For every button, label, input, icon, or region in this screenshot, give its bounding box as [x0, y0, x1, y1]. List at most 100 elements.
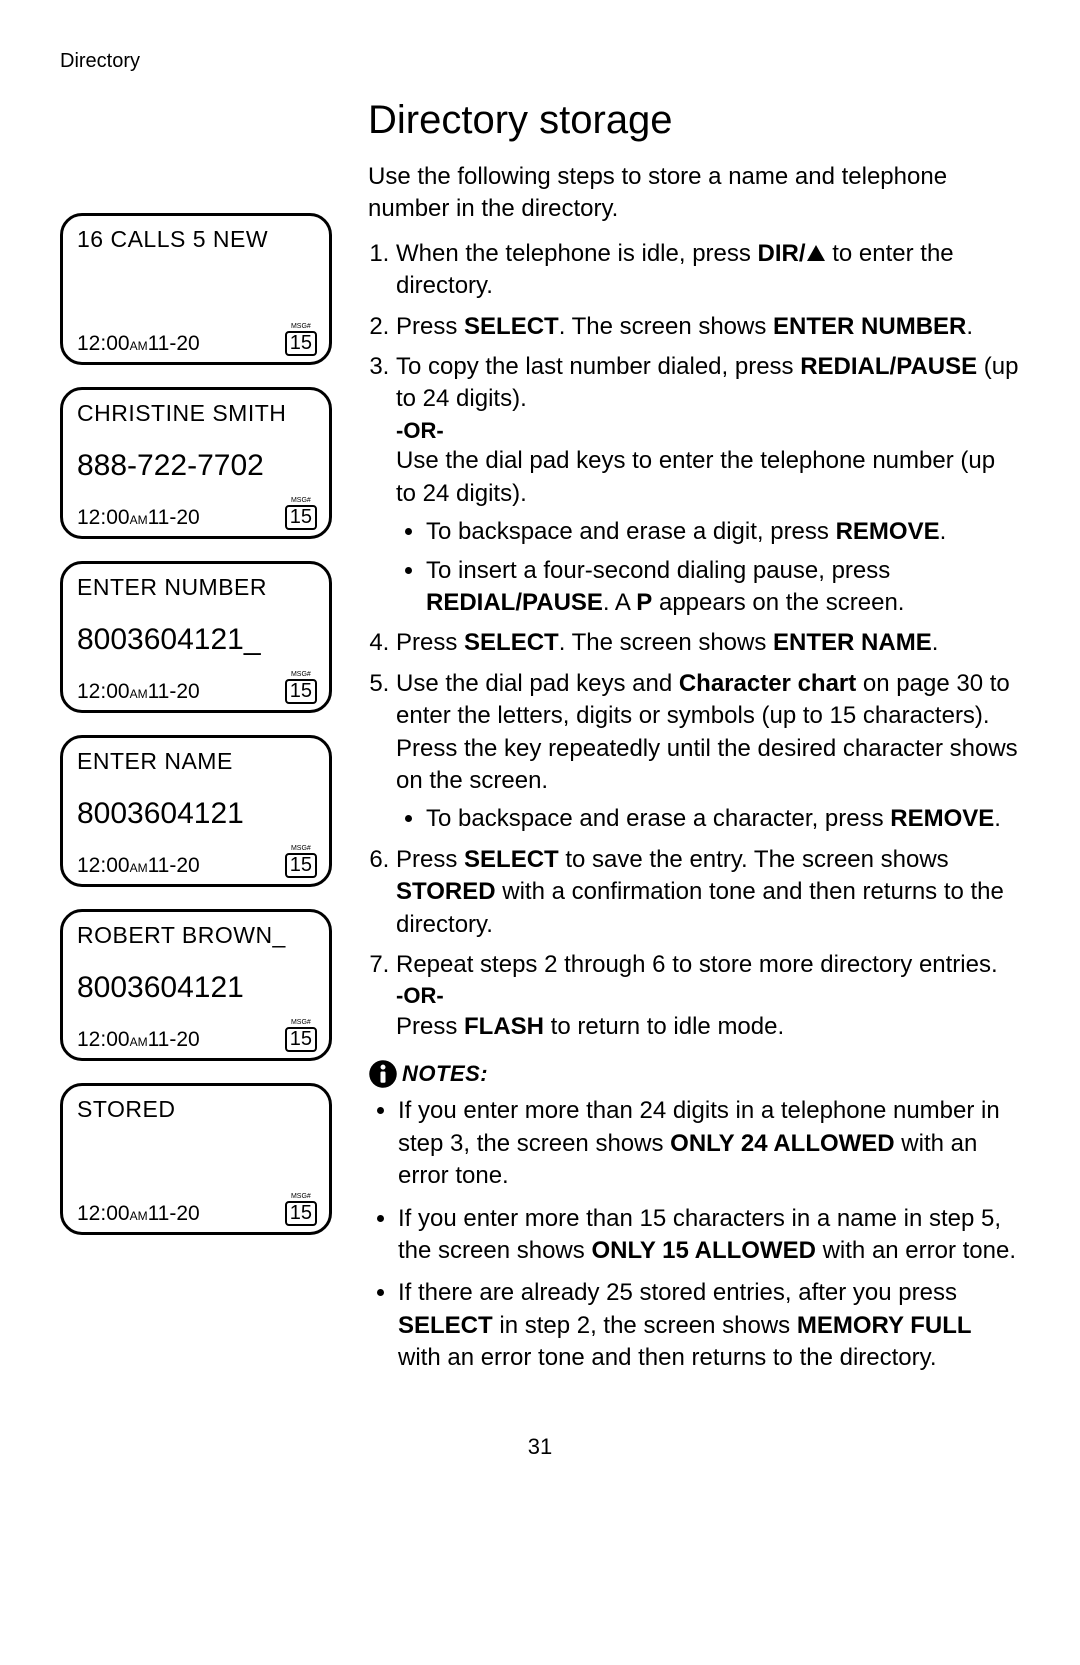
msg-indicator: MSG#15	[285, 331, 317, 356]
text: .	[966, 313, 973, 340]
text: Repeat steps 2 through 6 to store more d…	[396, 951, 998, 978]
phone-screen: ROBERT BROWN_ 8003604121 12:00AM11-20 MS…	[60, 909, 332, 1061]
key-redial: REDIAL	[426, 589, 515, 616]
sublist: To backspace and erase a digit, press RE…	[396, 516, 1020, 619]
phone-screen: ENTER NUMBER 8003604121_ 12:00AM11-20 MS…	[60, 561, 332, 713]
screen-line1: CHRISTINE SMITH	[77, 400, 317, 427]
text: Press	[396, 629, 464, 656]
section-header: Directory	[60, 50, 1020, 73]
key-select: SELECT	[464, 846, 559, 873]
msg-count: 15	[290, 333, 312, 353]
screen-time: 12:00	[77, 1202, 130, 1226]
screen-line1: ENTER NUMBER	[77, 574, 317, 601]
screen-ampm: AM	[130, 1209, 148, 1223]
sub-item: To backspace and erase a digit, press RE…	[426, 516, 1020, 548]
screen-time: 12:00	[77, 680, 130, 704]
screen-text: ENTER NAME	[773, 629, 932, 656]
text: If there are already 25 stored entries, …	[398, 1279, 957, 1306]
key-redial: REDIAL/PAUSE	[800, 353, 977, 380]
screen-date: 11-20	[148, 1202, 200, 1226]
screen-ampm: AM	[130, 339, 148, 353]
text: To insert a four-second dialing pause, p…	[426, 557, 890, 584]
screen-line1: STORED	[77, 1096, 317, 1123]
screen-status: 12:00AM11-20 MSG#15	[77, 679, 317, 704]
sublist: To backspace and erase a character, pres…	[396, 803, 1020, 835]
screen-time: 12:00	[77, 506, 130, 530]
text: When the telephone is idle, press	[396, 240, 758, 267]
text: .	[932, 629, 939, 656]
notes-list: If you enter more than 24 digits in a te…	[368, 1095, 1020, 1374]
screen-line1: ROBERT BROWN_	[77, 922, 317, 949]
sub-item: To backspace and erase a character, pres…	[426, 803, 1020, 835]
page-title: Directory storage	[368, 98, 1020, 143]
text: . The screen shows	[559, 629, 773, 656]
screen-status: 12:00AM11-20 MSG#15	[77, 853, 317, 878]
text: Press	[396, 1013, 464, 1040]
screen-ampm: AM	[130, 861, 148, 875]
screen-text: ONLY 24 ALLOWED	[670, 1130, 894, 1157]
msg-count: 15	[290, 1029, 312, 1049]
screen-date: 11-20	[148, 854, 200, 878]
step-2: Press SELECT. The screen shows ENTER NUM…	[396, 311, 1020, 343]
text: Use the dial pad keys and	[396, 670, 679, 697]
step-6: Press SELECT to save the entry. The scre…	[396, 844, 1020, 941]
screen-date: 11-20	[148, 332, 200, 356]
text: Press	[396, 313, 464, 340]
text: . A	[603, 589, 636, 616]
msg-indicator: MSG#15	[285, 1027, 317, 1052]
screen-ampm: AM	[130, 513, 148, 527]
text: with an error tone.	[816, 1237, 1016, 1264]
key-remove: REMOVE	[890, 805, 994, 832]
note-item: If there are already 25 stored entries, …	[398, 1277, 1020, 1374]
notes-header: NOTES:	[368, 1059, 1020, 1089]
phone-screen: 16 CALLS 5 NEW 12:00AM11-20 MSG#15	[60, 213, 332, 365]
msg-indicator: MSG#15	[285, 679, 317, 704]
screen-time: 12:00	[77, 1028, 130, 1052]
or-separator: -OR-	[396, 416, 1020, 446]
msg-indicator: MSG#15	[285, 1201, 317, 1226]
screen-status: 12:00AM11-20 MSG#15	[77, 1027, 317, 1052]
char-chart: Character chart	[679, 670, 856, 697]
text: appears on the screen.	[652, 589, 904, 616]
content-column: Directory storage Use the following step…	[368, 98, 1020, 1384]
screen-date: 11-20	[148, 680, 200, 704]
screen-text: ONLY 15 ALLOWED	[591, 1237, 815, 1264]
up-arrow-icon	[807, 245, 825, 261]
step-5: Use the dial pad keys and Character char…	[396, 668, 1020, 836]
phone-screen: CHRISTINE SMITH 888-722-7702 12:00AM11-2…	[60, 387, 332, 539]
screen-text: ENTER NUMBER	[773, 313, 966, 340]
screen-status: 12:00AM11-20 MSG#15	[77, 331, 317, 356]
screen-date: 11-20	[148, 506, 200, 530]
text: . The screen shows	[559, 313, 773, 340]
letter-p: P	[636, 589, 652, 616]
info-icon	[368, 1059, 398, 1089]
msg-count: 15	[290, 507, 312, 527]
steps-list: When the telephone is idle, press DIR/ t…	[368, 238, 1020, 1044]
key-select: SELECT	[464, 313, 559, 340]
phone-screens-column: 16 CALLS 5 NEW 12:00AM11-20 MSG#15 CHRIS…	[60, 98, 340, 1384]
key-select: SELECT	[464, 629, 559, 656]
screen-line1: 16 CALLS 5 NEW	[77, 226, 317, 253]
screen-line2: 8003604121	[77, 971, 317, 1005]
sub-item: To insert a four-second dialing pause, p…	[426, 555, 1020, 620]
main-layout: 16 CALLS 5 NEW 12:00AM11-20 MSG#15 CHRIS…	[60, 98, 1020, 1384]
msg-count: 15	[290, 855, 312, 875]
or-separator: -OR-	[396, 981, 1020, 1011]
step-3: To copy the last number dialed, press RE…	[396, 351, 1020, 619]
screen-text: MEMORY FULL	[797, 1312, 972, 1339]
intro-text: Use the following steps to store a name …	[368, 161, 1020, 226]
screen-time: 12:00	[77, 854, 130, 878]
key-flash: FLASH	[464, 1013, 544, 1040]
key-select: SELECT	[398, 1312, 493, 1339]
text: To backspace and erase a character, pres…	[426, 805, 890, 832]
key-dir: DIR/	[758, 240, 806, 267]
screen-line1: ENTER NAME	[77, 748, 317, 775]
screen-status: 12:00AM11-20 MSG#15	[77, 1201, 317, 1226]
msg-count: 15	[290, 681, 312, 701]
text: .	[994, 805, 1001, 832]
text: in step 2, the screen shows	[493, 1312, 797, 1339]
text: To backspace and erase a digit, press	[426, 518, 836, 545]
screen-line2: 8003604121	[77, 797, 317, 831]
key-remove: REMOVE	[836, 518, 940, 545]
msg-count: 15	[290, 1203, 312, 1223]
